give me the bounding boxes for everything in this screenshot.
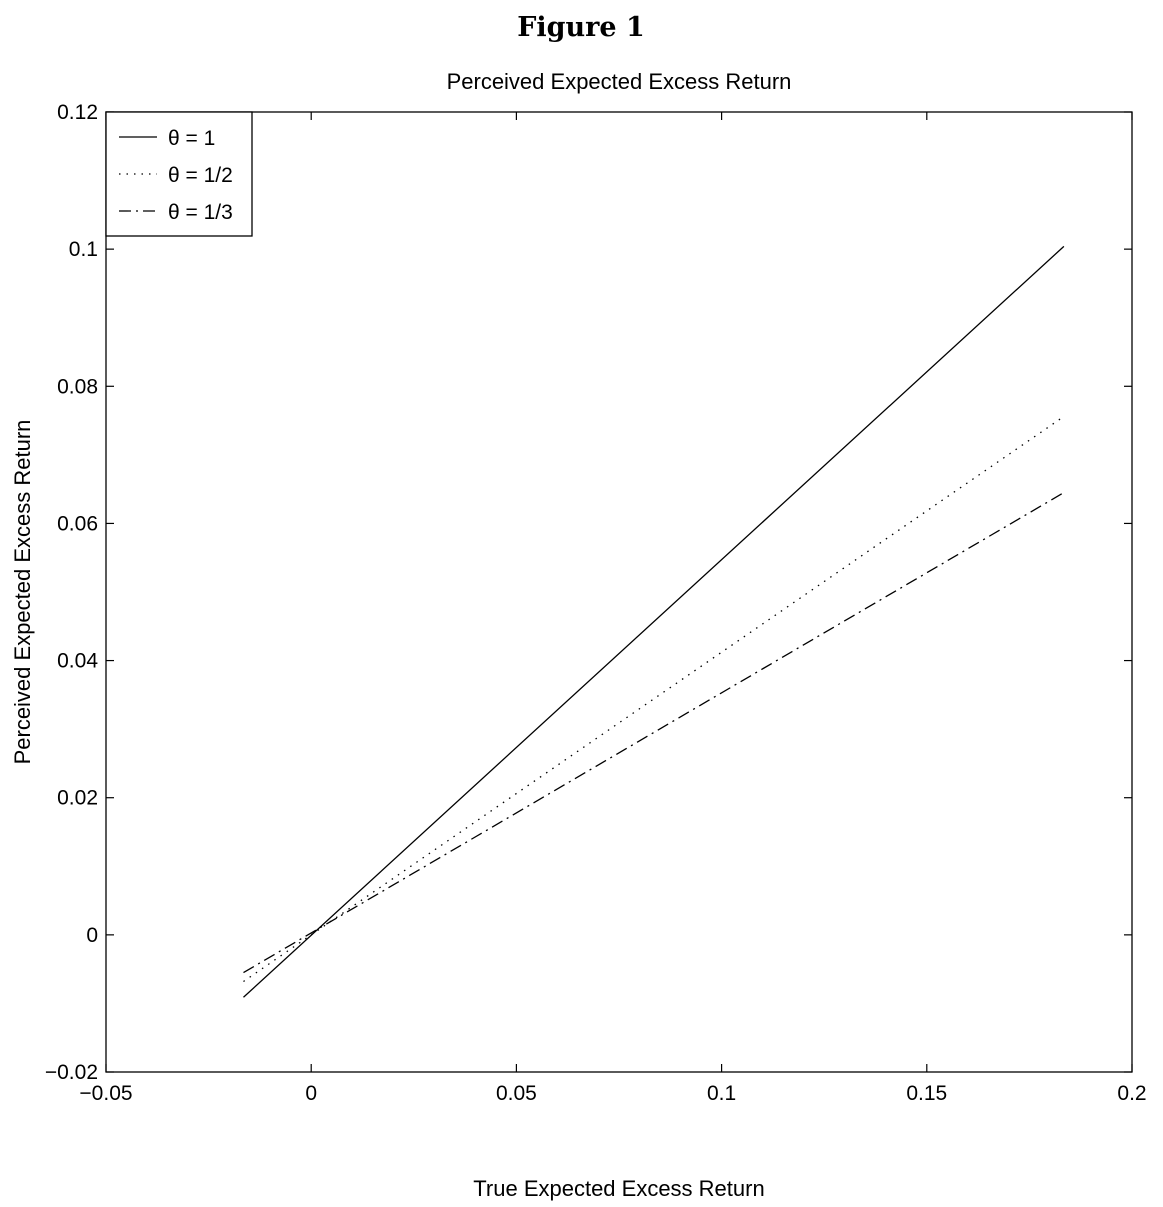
- y-tick-label: 0.06: [57, 512, 98, 535]
- x-tick-label: 0.1: [707, 1082, 736, 1105]
- legend-label-2: θ = 1/2: [168, 164, 233, 187]
- y-axis-label: Perceived Expected Excess Return: [10, 420, 35, 765]
- plot-area: −0.05 0 0.05 0.1 0.15 0.2 −0.02 0 0.02 0.04 0.06 0.…: [45, 101, 1147, 1105]
- x-tick-label: 0.2: [1117, 1082, 1146, 1105]
- series-line-1: [243, 245, 1065, 998]
- ticks-layer: −0.05 0 0.05 0.1 0.15 0.2 −0.02 0 0.02 0.04 0.06 0.…: [45, 101, 1147, 1105]
- y-tick-label: 0.08: [57, 375, 98, 398]
- y-tick-label: 0.02: [57, 787, 98, 810]
- legend-label-3: θ = 1/3: [168, 201, 233, 224]
- x-axis-label: True Expected Excess Return: [473, 1176, 764, 1201]
- x-tick-label: −0.05: [79, 1082, 132, 1105]
- series-line-2: [243, 415, 1065, 983]
- legend-box: [105, 111, 253, 237]
- figure-heading: Figure 1: [517, 12, 645, 43]
- legend: θ = 1 θ = 1/2 θ = 1/3: [105, 111, 253, 237]
- y-tick-label: 0.1: [69, 238, 98, 261]
- y-tick-label: 0: [86, 924, 98, 947]
- series-line-3: [243, 492, 1065, 974]
- chart-title: Perceived Expected Excess Return: [447, 69, 792, 94]
- y-tick-label: 0.12: [57, 101, 98, 124]
- y-tick-label: 0.04: [57, 650, 98, 673]
- y-tick-label: −0.02: [45, 1061, 98, 1084]
- legend-label-1: θ = 1: [168, 127, 215, 150]
- series-layer: [243, 245, 1065, 998]
- axes-frame: [105, 111, 1133, 1073]
- x-tick-label: 0.05: [496, 1082, 537, 1105]
- x-tick-label: 0: [305, 1082, 317, 1105]
- x-tick-label: 0.15: [906, 1082, 947, 1105]
